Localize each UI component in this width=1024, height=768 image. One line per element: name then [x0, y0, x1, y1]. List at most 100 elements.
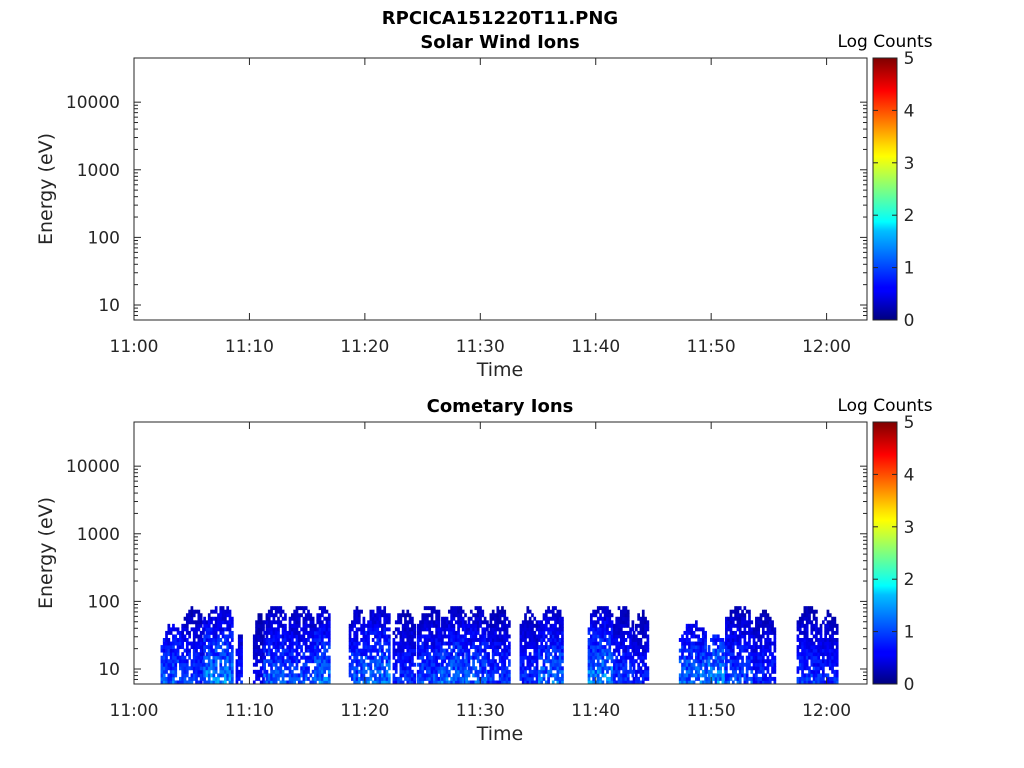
spectrogram-cell: [318, 641, 322, 646]
spectrogram-cell: [374, 645, 377, 650]
spectrogram-cell: [619, 613, 623, 618]
spectrogram-cell: [387, 648, 391, 653]
spectrogram-cell: [203, 620, 206, 625]
spectrogram-cell: [385, 673, 389, 678]
spectrogram-cell: [712, 641, 716, 646]
spectrogram-cell: [505, 630, 509, 635]
spectrogram-cell: [741, 620, 744, 625]
spectrogram-cell: [476, 623, 480, 628]
spectrogram-cell: [594, 662, 598, 667]
spectrogram-cell: [603, 662, 607, 667]
spectrogram-cell: [710, 655, 713, 660]
spectrogram-cell: [705, 652, 709, 657]
spectrogram-cell: [549, 659, 553, 664]
spectrogram-cell: [376, 662, 380, 667]
spectrogram-cell: [608, 666, 612, 671]
spectrogram-cell: [461, 627, 465, 632]
spectrogram-cell: [295, 609, 299, 614]
spectrogram-cell: [226, 606, 230, 611]
spectrogram-cell: [293, 659, 297, 664]
spectrogram-cell: [697, 673, 701, 678]
spectrogram-cell: [325, 620, 329, 625]
spectrogram-cell: [404, 645, 407, 650]
spectrogram-cell: [457, 648, 460, 653]
spectrogram-cell: [185, 623, 189, 628]
spectrogram-cell: [768, 680, 772, 684]
spectrogram-cell: [592, 613, 595, 618]
spectrogram-cell: [321, 638, 324, 642]
spectrogram-cell: [445, 634, 449, 639]
spectrogram-cell: [307, 669, 310, 674]
spectrogram-cell: [300, 613, 303, 618]
spectrogram-cell: [316, 652, 320, 657]
spectrogram-cell: [428, 680, 432, 684]
spectrogram-cell: [284, 652, 287, 657]
spectrogram-cell: [364, 638, 368, 642]
spectrogram-cell: [293, 627, 297, 632]
spectrogram-cell: [606, 680, 609, 684]
spectrogram-cell: [404, 623, 407, 628]
spectrogram-cell: [311, 659, 315, 664]
spectrogram-cell: [692, 662, 696, 667]
spectrogram-cell: [764, 648, 767, 653]
spectrogram-cell: [279, 634, 283, 639]
spectrogram-cell: [731, 634, 735, 639]
spectrogram-cell: [404, 669, 407, 674]
spectrogram-cell: [378, 638, 382, 642]
spectrogram-cell: [474, 645, 478, 650]
spectrogram-cell: [270, 641, 273, 646]
spectrogram-cell: [304, 641, 308, 646]
spectrogram-cell: [364, 634, 368, 639]
spectrogram-cell: [727, 620, 731, 625]
spectrogram-cell: [416, 627, 420, 632]
spectrogram-cell: [826, 648, 830, 653]
spectrogram-cell: [757, 652, 761, 657]
spectrogram-cell: [716, 659, 720, 664]
spectrogram-cell: [610, 652, 614, 657]
spectrogram-cell: [411, 676, 414, 681]
spectrogram-cell: [558, 655, 562, 660]
spectrogram-cell: [531, 669, 534, 674]
spectrogram-cell: [327, 613, 331, 618]
spectrogram-cell: [481, 641, 485, 646]
spectrogram-cell: [681, 645, 684, 650]
spectrogram-cell: [738, 648, 742, 653]
spectrogram-cell: [367, 648, 370, 653]
spectrogram-cell: [519, 630, 523, 635]
spectrogram-cell: [594, 627, 598, 632]
spectrogram-cell: [293, 676, 297, 681]
spectrogram-cell: [632, 662, 636, 667]
spectrogram-cell: [274, 662, 278, 667]
spectrogram-cell: [835, 662, 839, 667]
spectrogram-cell: [551, 662, 555, 667]
spectrogram-cell: [810, 645, 814, 650]
spectrogram-cell: [314, 652, 317, 657]
spectrogram-cell: [353, 669, 357, 674]
spectrogram-cell: [432, 634, 436, 639]
spectrogram-cell: [452, 638, 456, 642]
spectrogram-cell: [619, 638, 623, 642]
spectrogram-cell: [207, 620, 211, 625]
spectrogram-cell: [535, 620, 539, 625]
spectrogram-cell: [729, 638, 733, 642]
spectrogram-cell: [750, 666, 754, 671]
spectrogram-cell: [596, 630, 600, 635]
spectrogram-cell: [535, 666, 539, 671]
spectrogram-cell: [369, 627, 373, 632]
spectrogram-cell: [474, 666, 478, 671]
spectrogram-cell: [387, 659, 391, 664]
spectrogram-cell: [428, 638, 432, 642]
spectrogram-cell: [496, 662, 500, 667]
spectrogram-cell: [734, 641, 737, 646]
spectrogram-cell: [272, 630, 276, 635]
spectrogram-cell: [304, 666, 308, 671]
spectrogram-cell: [172, 638, 175, 642]
spectrogram-cell: [307, 630, 310, 635]
spectrogram-cell: [272, 641, 276, 646]
spectrogram-cell: [727, 648, 731, 653]
spectrogram-cell: [547, 659, 550, 664]
spectrogram-cell: [632, 634, 636, 639]
spectrogram-cell: [533, 666, 537, 671]
spectrogram-cell: [203, 616, 206, 621]
y-tick-label: 10: [98, 296, 120, 316]
